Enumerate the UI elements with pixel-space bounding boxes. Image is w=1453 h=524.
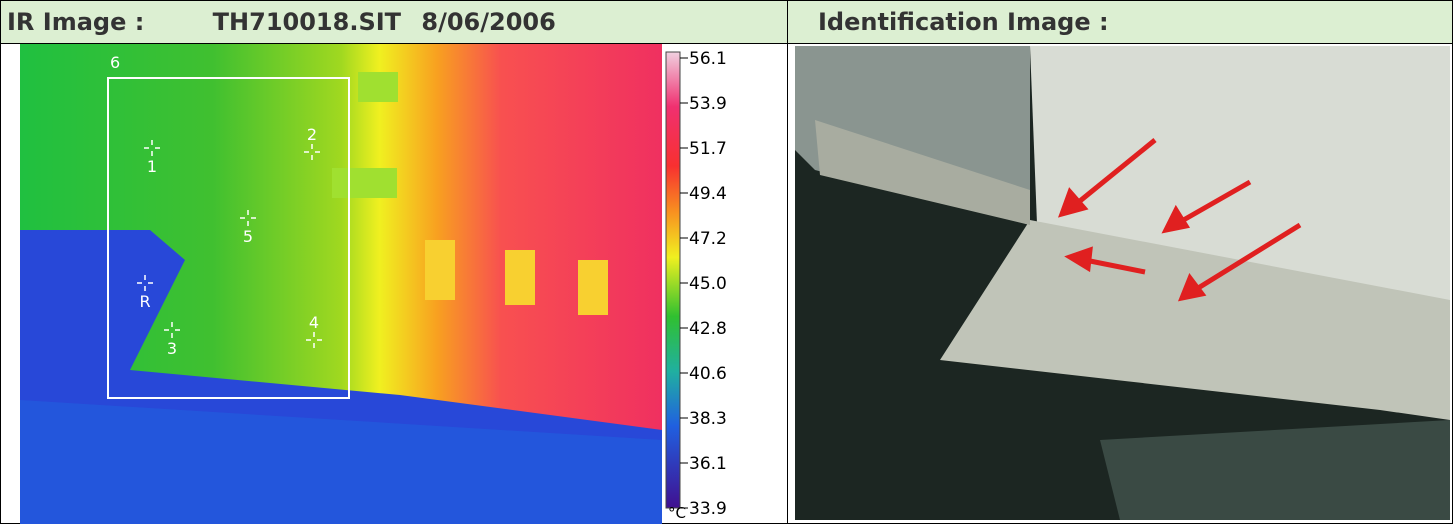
crosshair [144, 140, 160, 156]
photo-ledge [815, 120, 1030, 225]
crosshair [306, 332, 322, 348]
marker-label: 5 [243, 227, 253, 246]
marker-label: R [139, 292, 150, 311]
scale-label: 51.7 [689, 139, 727, 159]
marker-label: 1 [147, 157, 157, 176]
color-scale [665, 51, 681, 509]
date: 8/06/2006 [421, 8, 556, 36]
cold-region [20, 400, 662, 524]
scale-label: 45.0 [689, 274, 727, 294]
scale-label: 36.1 [689, 454, 727, 474]
id-label: Identification Image : [818, 8, 1109, 36]
measure-area [107, 77, 350, 399]
ir-label: IR Image : [7, 8, 145, 36]
marker-label: 3 [167, 339, 177, 358]
area-label: 6 [110, 53, 120, 72]
photo-floor [1100, 420, 1450, 520]
scale-label: 56.1 [689, 49, 727, 69]
scale-label: 49.4 [689, 184, 727, 204]
scale-label: 40.6 [689, 364, 727, 384]
hot-spots [332, 72, 608, 315]
file-name: TH710018.SIT [212, 8, 402, 36]
crosshair [304, 144, 320, 160]
arrows [1058, 138, 1302, 302]
id-header: Identification Image : [787, 0, 1453, 44]
scale-label: 53.9 [689, 94, 727, 114]
marker-label: 2 [307, 125, 317, 144]
marker-label: 4 [309, 313, 319, 332]
scale-label: 33.9 [689, 499, 727, 519]
scale-label: 42.8 [689, 319, 727, 339]
crosshair [240, 210, 256, 226]
ir-header: IR Image : TH710018.SIT 8/06/2006 [0, 0, 788, 44]
photo-base [940, 220, 1450, 420]
scale-label: 47.2 [689, 229, 727, 249]
crosshair [137, 275, 153, 291]
scale-label: 38.3 [689, 409, 727, 429]
crosshair [164, 322, 180, 338]
scale-unit: °C [668, 504, 686, 522]
